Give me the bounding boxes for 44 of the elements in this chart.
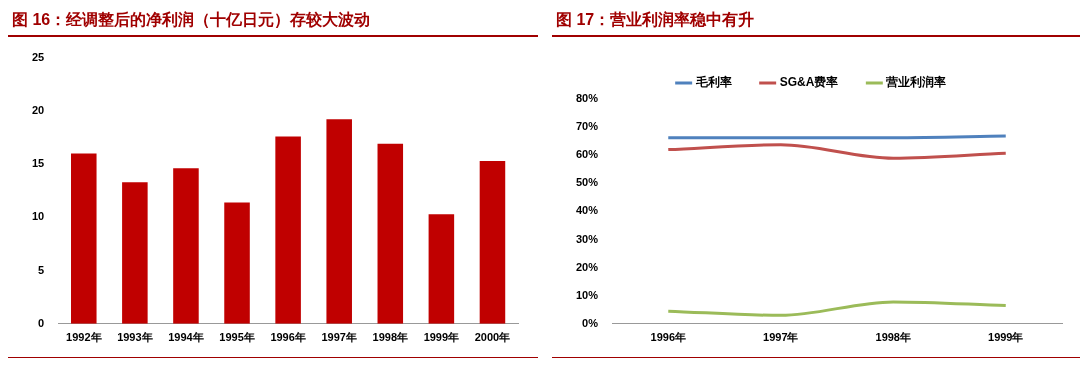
legend-label: 毛利率 [694,75,732,90]
y-tick-label: 5 [38,263,45,276]
y-tick-label: 0 [38,316,45,329]
x-tick-label: 1992年 [66,331,102,344]
y-tick-label: 15 [31,157,45,170]
x-tick-label: 1996年 [650,331,687,344]
y-tick-label: 25 [31,50,45,63]
y-tick-label: 80% [575,92,599,105]
bar [224,202,250,324]
bar [428,214,455,324]
bar [479,160,506,324]
y-tick-label: 10% [575,288,599,301]
x-tick-label: 1997年 [321,331,357,344]
x-tick-label: 2000年 [474,331,511,344]
y-tick-label: 40% [575,204,599,217]
bar [71,153,97,324]
x-tick-label: 1994年 [168,331,204,344]
x-tick-label: 1998年 [875,331,911,344]
bar [275,136,301,324]
x-tick-label: 1997年 [763,331,799,344]
y-tick-label: 50% [575,176,599,189]
x-tick-label: 1993年 [117,331,153,344]
legend-label: SG&A费率 [779,75,839,90]
y-tick-label: 10 [31,210,45,223]
x-tick-label: 1996年 [270,331,306,344]
y-tick-label: 0% [582,316,599,329]
line-series [666,300,1008,317]
bar [377,143,404,324]
y-tick-label: 60% [575,148,599,161]
bar [173,168,199,324]
x-tick-label: 1999年 [988,331,1024,344]
line-series [666,143,1008,160]
y-tick-label: 20% [575,260,599,273]
legend-label: 营业利润率 [885,75,947,90]
bar [326,119,352,324]
chart-title: 图 17：营业利润率稳中有升 [552,8,1080,37]
y-tick-label: 30% [575,232,599,245]
chart-title: 图 16：经调整后的净利润（十亿日元）存较大波动 [8,8,538,37]
x-tick-label: 1995年 [219,331,255,344]
x-tick-label: 1998年 [372,331,409,344]
y-tick-label: 70% [575,120,599,133]
y-tick-label: 20 [31,103,45,116]
x-tick-label: 1999年 [423,331,460,344]
bar [122,182,148,324]
